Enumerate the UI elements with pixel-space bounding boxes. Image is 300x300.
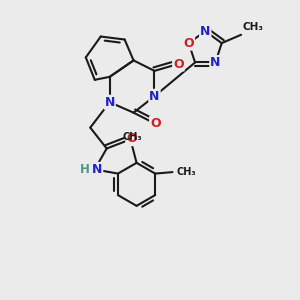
Text: CH₃: CH₃ [243,22,264,32]
Text: N: N [92,163,102,176]
Text: CH₃: CH₃ [176,167,196,177]
Text: N: N [200,25,210,38]
Text: CH₃: CH₃ [122,132,142,142]
Text: O: O [150,117,161,130]
Text: O: O [173,58,184,70]
Text: N: N [210,56,220,69]
Text: O: O [126,132,137,145]
Text: O: O [184,37,194,50]
Text: N: N [149,90,160,103]
Text: N: N [104,96,115,109]
Text: H: H [80,163,90,176]
